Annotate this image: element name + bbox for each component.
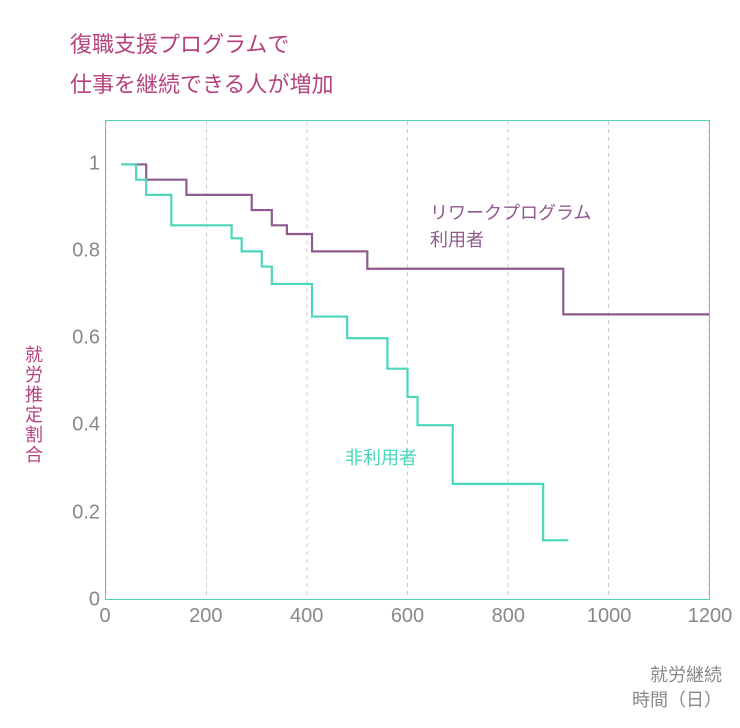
series-label-nonuser: 非利用者 [345, 445, 417, 472]
y-tick: 0.2 [72, 501, 100, 524]
x-axis-label: 就労継続 時間（日） [632, 663, 722, 713]
title-line-2: 仕事を継続できる人が増加 [70, 72, 334, 97]
x-tick: 0 [99, 605, 110, 628]
y-tick: 1 [89, 152, 100, 175]
x-tick: 1000 [587, 605, 632, 628]
chart-svg [106, 121, 709, 599]
x-tick: 400 [290, 605, 323, 628]
plot-area [105, 120, 710, 600]
xlabel-line-2: 時間（日） [632, 690, 722, 710]
chart-title: 復職支援プログラムで 仕事を継続できる人が増加 [70, 25, 334, 104]
y-tick: 0.6 [72, 327, 100, 350]
y-axis-label: 就労推定割合 [20, 345, 46, 465]
y-tick: 0.8 [72, 239, 100, 262]
x-tick: 600 [391, 605, 424, 628]
title-line-1: 復職支援プログラムで [70, 32, 289, 57]
y-tick: 0 [89, 589, 100, 612]
chart-container: 復職支援プログラムで 仕事を継続できる人が増加 就労推定割合 就労継続 時間（日… [0, 0, 740, 728]
y-tick: 0.4 [72, 414, 100, 437]
x-tick: 800 [492, 605, 525, 628]
xlabel-line-1: 就労継続 [650, 665, 722, 685]
series-label-rework: リワークプログラム利用者 [430, 200, 591, 254]
x-tick: 1200 [688, 605, 733, 628]
x-tick: 200 [189, 605, 222, 628]
